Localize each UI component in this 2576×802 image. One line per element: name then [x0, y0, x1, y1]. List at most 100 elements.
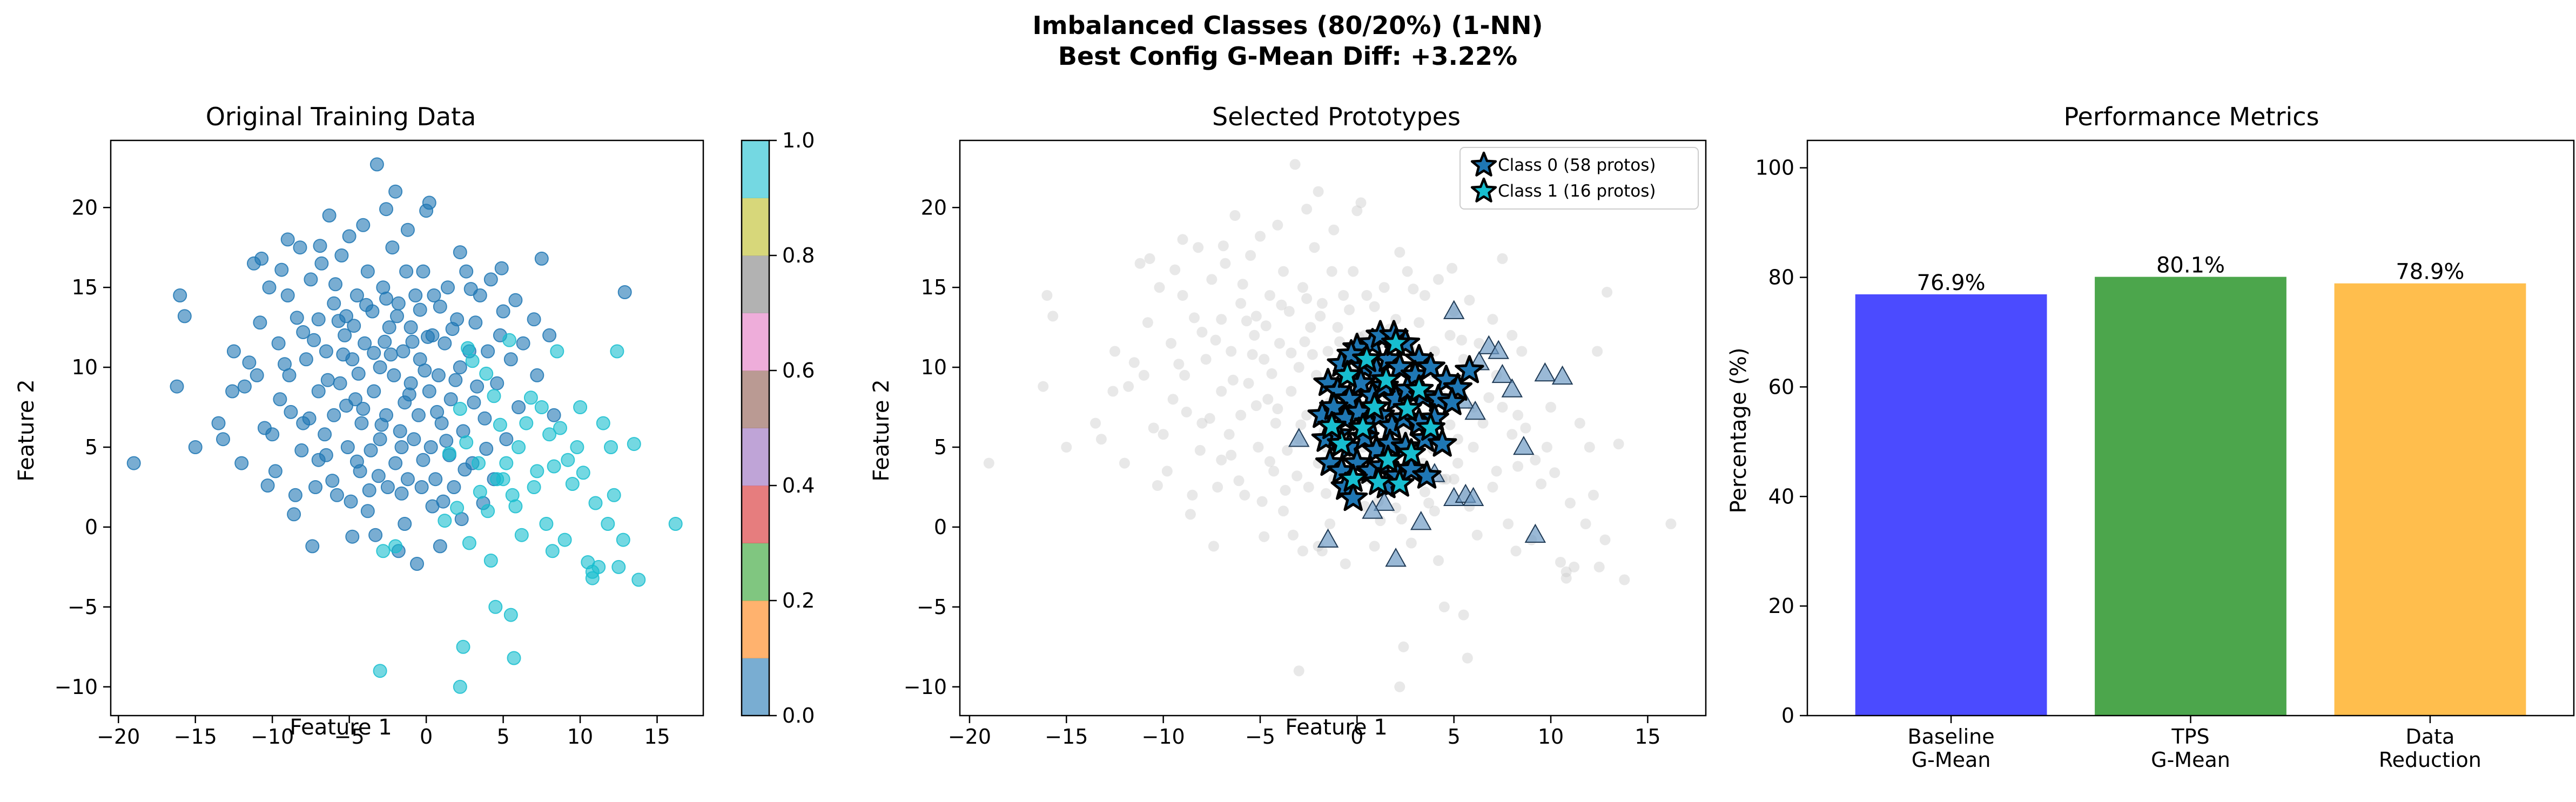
triangle-marker	[1362, 500, 1383, 519]
legend-label-class0: Class 0 (58 protos)	[1498, 156, 1656, 175]
scatter-point-class0	[516, 336, 530, 351]
scatter-point-class1	[523, 390, 538, 405]
scatter-point-class0	[458, 462, 472, 477]
scatter-point-class1	[550, 344, 564, 359]
scatter-point-class0	[374, 417, 389, 432]
prototype-star-class0	[1342, 448, 1372, 476]
background-point	[1592, 346, 1603, 357]
scatter-point-class0	[379, 202, 393, 217]
scatter-point-class0	[445, 322, 460, 336]
background-point	[1229, 210, 1241, 221]
scatter-prototypes-xtick-label: −10	[1142, 725, 1185, 749]
background-point	[1250, 311, 1262, 322]
scatter-point-class0	[542, 328, 557, 342]
background-point	[1167, 394, 1179, 405]
prototype-star-class0	[1334, 383, 1364, 412]
background-point	[1613, 439, 1624, 450]
background-point	[1239, 489, 1250, 501]
prototype-star-class0	[1396, 454, 1426, 482]
background-point	[1602, 287, 1613, 298]
scatter-point-class0	[407, 432, 421, 447]
scatter-point-class0	[344, 494, 358, 509]
scatter-point-class1	[561, 453, 575, 467]
scatter-point-class0	[322, 208, 337, 223]
scatter-point-class0	[304, 272, 318, 287]
scatter-point-class0	[416, 453, 431, 467]
background-point	[1402, 266, 1413, 277]
scatter-point-class0	[271, 336, 286, 351]
background-point	[1599, 534, 1611, 545]
background-point	[1193, 242, 1204, 253]
background-point	[1283, 306, 1295, 317]
scatter-original-xtick-label: 15	[644, 725, 670, 749]
colorbar-segment	[742, 140, 769, 198]
scatter-point-class0	[274, 262, 289, 277]
scatter-point-class0	[433, 539, 447, 554]
scatter-point-class0	[356, 402, 371, 416]
background-point	[1226, 346, 1237, 357]
scatter-point-class0	[364, 443, 378, 457]
background-point	[1462, 652, 1473, 664]
scatter-point-class0	[468, 315, 483, 330]
background-point	[1241, 315, 1252, 327]
background-point	[1340, 558, 1351, 569]
background-point	[1212, 482, 1223, 493]
scatter-point-class0	[547, 408, 561, 422]
scatter-point-class0	[368, 528, 383, 542]
prototype-star-class1	[1396, 438, 1426, 467]
scatter-point-class0	[439, 434, 454, 448]
background-point	[1574, 417, 1585, 429]
scatter-point-class0	[402, 387, 416, 402]
scatter-original-ytick-label: 0	[85, 515, 98, 539]
scatter-point-class1	[545, 544, 560, 558]
background-point	[1128, 357, 1140, 368]
scatter-prototypes-xtick-label: −5	[1245, 725, 1275, 749]
scatter-point-class0	[490, 376, 505, 390]
scatter-point-class0	[391, 296, 406, 311]
scatter-point-class0	[319, 344, 333, 359]
scatter-point-class0	[362, 483, 376, 497]
triangle-marker	[1464, 400, 1486, 420]
scatter-prototypes-frame	[959, 139, 1707, 717]
background-point	[1286, 386, 1297, 397]
background-point	[1152, 480, 1163, 491]
scatter-point-class0	[327, 296, 341, 311]
background-point	[1322, 346, 1334, 357]
scatter-point-class0	[268, 464, 283, 478]
scatter-original-xtick-label: 10	[567, 725, 593, 749]
background-point	[1250, 400, 1262, 412]
scatter-point-class0	[307, 333, 321, 347]
prototype-star-class1	[1348, 413, 1378, 441]
background-point	[1301, 293, 1313, 304]
triangle-marker	[1373, 491, 1395, 511]
scatter-prototypes-xlabel: Feature 1	[1285, 715, 1387, 740]
scatter-original-panel: Original Training Data −20 −15 −10 −5 0 5 10 15…	[14, 102, 815, 749]
background-point	[1249, 329, 1260, 341]
scatter-point-class0	[299, 352, 313, 367]
scatter-point-class0	[290, 311, 304, 325]
scatter-point-class1	[616, 533, 630, 547]
background-point	[1041, 290, 1053, 301]
background-point	[1293, 665, 1304, 677]
scatter-point-class0	[463, 282, 478, 296]
background-point	[1264, 290, 1275, 301]
scatter-point-class0	[481, 344, 495, 359]
scatter-prototypes-panel: Selected Prototypes −20 −15 −10 −5 0 5 10 15 −10…	[869, 102, 1707, 749]
scatter-point-class0	[311, 453, 326, 467]
background-point	[1262, 394, 1274, 405]
prototype-star-class1	[1371, 365, 1401, 393]
background-point	[1355, 197, 1367, 208]
scatter-point-class0	[287, 507, 301, 522]
background-point	[1405, 537, 1417, 549]
colorbar-tick-label: 0.0	[782, 704, 815, 727]
scatter-point-class0	[467, 395, 481, 410]
background-point	[1394, 681, 1405, 692]
scatter-point-class0	[338, 328, 352, 342]
scatter-point-class1	[438, 514, 452, 528]
scatter-original-xtick-label: −15	[174, 725, 217, 749]
background-point	[1447, 262, 1458, 274]
scatter-point-class0	[313, 239, 327, 253]
scatter-point-class0	[387, 368, 401, 382]
scatter-point-class0	[427, 288, 441, 302]
scatter-original-points	[126, 157, 683, 694]
